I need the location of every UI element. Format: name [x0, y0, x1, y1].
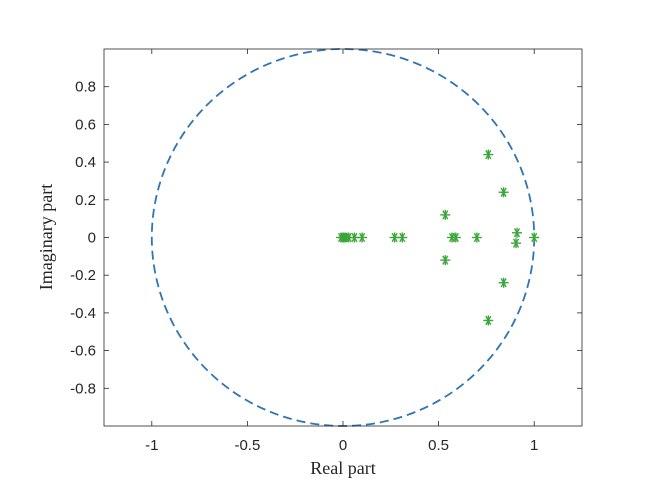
data-point [440, 255, 451, 266]
data-point [529, 232, 540, 243]
data-point [511, 238, 522, 249]
data-point [336, 232, 347, 243]
data-point [471, 232, 482, 243]
y-tick-label: 0.2 [75, 192, 96, 209]
y-tick-label: 0.4 [75, 154, 96, 171]
y-tick-label: 0.6 [75, 116, 96, 133]
data-point [483, 149, 494, 160]
x-ticks-layer: -1 -0.5 0 0.5 1 [145, 49, 538, 454]
data-point [440, 209, 451, 220]
x-tick-label: 0.5 [428, 437, 449, 454]
y-ticks-layer: -0.8 -0.6 -0.4 -0.2 0 0.2 0.4 0.6 0.8 [70, 79, 582, 397]
data-point [483, 315, 494, 326]
x-axis-label: Real part [310, 458, 375, 478]
data-point [511, 227, 522, 238]
data-point [389, 232, 400, 243]
points-layer [336, 149, 540, 326]
y-tick-label: -0.6 [70, 343, 96, 360]
data-point [498, 187, 509, 198]
data-point [498, 277, 509, 288]
x-tick-label: -1 [145, 437, 158, 454]
y-tick-label: -0.8 [70, 380, 96, 397]
y-tick-label: 0.8 [75, 79, 96, 96]
data-point [446, 232, 457, 243]
y-axis-label: Imaginary part [36, 184, 56, 290]
y-tick-label: -0.4 [70, 305, 96, 322]
x-tick-label: 0 [339, 437, 347, 454]
x-tick-label: 1 [530, 437, 538, 454]
y-tick-label: 0 [88, 230, 96, 247]
y-tick-label: -0.2 [70, 267, 96, 284]
x-tick-label: -0.5 [234, 437, 260, 454]
